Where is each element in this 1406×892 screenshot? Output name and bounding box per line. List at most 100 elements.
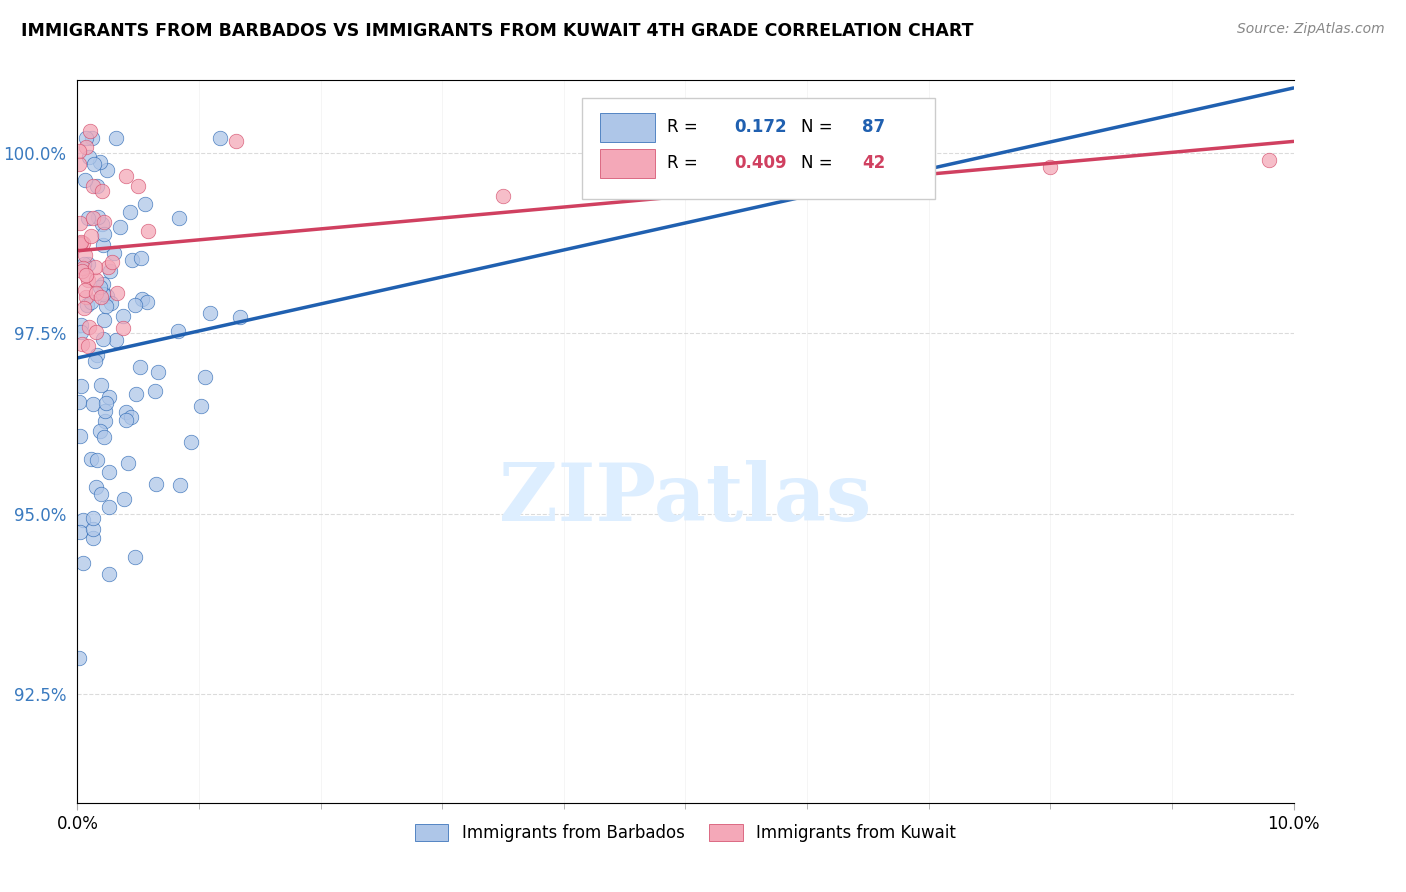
FancyBboxPatch shape (600, 112, 655, 142)
Point (90, 217, 112, 231)
Point (100, 295, 122, 310)
Text: R =: R = (668, 119, 703, 136)
Point (1039, 160, 1062, 174)
Point (86, 349, 108, 363)
Point (83, 157, 105, 171)
Point (82, 397, 104, 411)
Point (169, 211, 191, 226)
Point (135, 295, 157, 310)
Point (84, 285, 107, 300)
Point (128, 359, 150, 374)
Point (83, 260, 105, 274)
Point (72, 257, 94, 271)
Point (121, 253, 143, 268)
Point (75, 268, 97, 282)
Point (86, 179, 108, 194)
Point (69, 429, 91, 443)
Point (67, 395, 90, 409)
Point (93, 430, 115, 444)
Point (72, 556, 94, 570)
Point (67, 144, 90, 158)
Text: Source: ZipAtlas.com: Source: ZipAtlas.com (1237, 22, 1385, 37)
Point (96, 163, 118, 178)
Point (114, 405, 136, 419)
Point (70, 264, 93, 278)
Point (73, 283, 96, 297)
Point (229, 310, 252, 324)
Point (82, 179, 104, 194)
Point (134, 197, 156, 211)
Point (125, 387, 148, 401)
Point (73, 301, 96, 315)
Point (97, 260, 120, 274)
Text: 0.409: 0.409 (734, 154, 787, 172)
Point (91, 184, 114, 198)
Point (190, 399, 212, 413)
Point (90, 487, 112, 501)
Point (69, 524, 91, 539)
Point (124, 298, 146, 312)
Point (208, 131, 231, 145)
Point (115, 169, 138, 184)
Point (84, 479, 107, 493)
Point (77, 150, 100, 164)
Point (143, 384, 166, 399)
Point (76, 298, 98, 312)
Point (98, 264, 121, 278)
Point (91, 286, 114, 301)
Point (69, 217, 91, 231)
Point (225, 134, 247, 148)
Point (67, 651, 90, 665)
Point (492, 189, 515, 203)
Point (1258, 153, 1281, 167)
Point (86, 453, 108, 467)
Point (735, 182, 758, 196)
Point (76, 257, 98, 271)
Point (84, 273, 107, 287)
Point (75, 139, 97, 153)
Point (97, 567, 120, 582)
Point (111, 309, 134, 323)
Point (75, 289, 97, 303)
Point (69, 379, 91, 393)
Text: 0.172: 0.172 (734, 119, 787, 136)
Point (115, 413, 138, 427)
Point (167, 324, 190, 338)
Text: 42: 42 (862, 154, 884, 172)
Point (82, 531, 104, 545)
Point (93, 238, 115, 252)
Point (129, 252, 152, 266)
Point (97, 500, 120, 515)
Point (84, 325, 107, 339)
Point (79, 124, 101, 138)
Point (87, 210, 110, 224)
Point (91, 277, 114, 291)
Point (73, 172, 96, 186)
Point (91, 333, 114, 347)
Point (94, 414, 117, 428)
Text: N =: N = (801, 119, 838, 136)
Point (131, 292, 153, 306)
Point (67, 157, 90, 171)
Legend: Immigrants from Barbados, Immigrants from Kuwait: Immigrants from Barbados, Immigrants fro… (408, 817, 963, 848)
Text: ZIPatlas: ZIPatlas (499, 460, 872, 539)
Point (117, 456, 139, 470)
Point (69, 236, 91, 251)
Point (70, 337, 93, 351)
Point (80, 131, 103, 145)
Point (93, 215, 115, 229)
Point (69, 318, 91, 333)
Point (90, 290, 112, 304)
Point (97, 466, 120, 480)
Point (70, 325, 93, 339)
Point (77, 319, 100, 334)
Point (79, 451, 101, 466)
Point (72, 513, 94, 527)
Point (105, 333, 128, 347)
Text: N =: N = (801, 154, 838, 172)
Point (75, 131, 97, 145)
Point (112, 491, 135, 506)
Point (120, 409, 142, 424)
Point (80, 295, 103, 310)
Point (93, 404, 115, 418)
